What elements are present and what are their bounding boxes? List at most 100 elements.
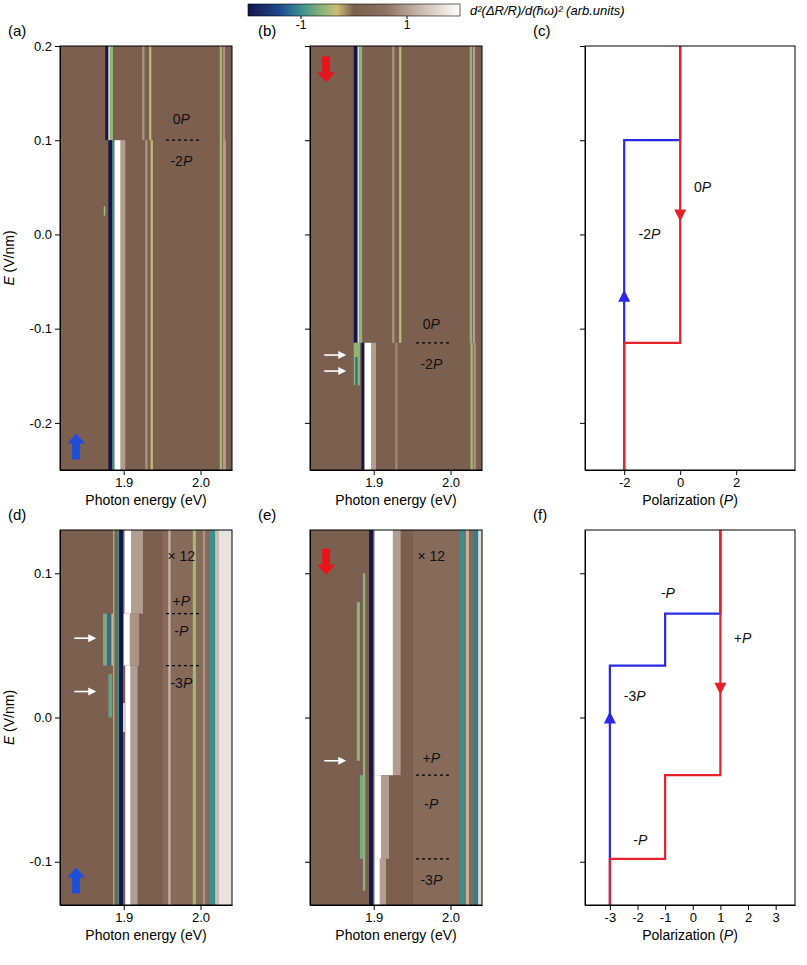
feature-arrow-head — [338, 757, 346, 765]
tick-label: 0.1 — [34, 566, 52, 581]
plot-area — [604, 530, 727, 905]
text-part: P — [702, 179, 712, 195]
tick: -2 — [619, 470, 631, 490]
heatmap-cell — [115, 140, 121, 470]
tick-mark — [305, 140, 310, 141]
feature-arrow — [324, 760, 340, 762]
text-part: 0 — [173, 111, 181, 127]
tick — [580, 718, 585, 719]
heatmap-background — [310, 46, 482, 470]
heatmap-cell — [108, 614, 111, 666]
heatmap-cell — [223, 140, 226, 470]
text-part: (V/nm) — [1, 230, 17, 276]
annotation: -2P — [639, 226, 661, 242]
annotation: 0P — [423, 316, 441, 332]
x-axis-title: Polarization (P) — [642, 492, 738, 508]
tick — [305, 718, 310, 719]
heatmap-cell — [223, 46, 225, 140]
heatmap-background — [60, 46, 232, 470]
panel-label: (b) — [258, 22, 276, 39]
heatmap-cell — [470, 343, 472, 470]
tick: 0.2 — [34, 39, 60, 54]
heatmap-cell — [108, 140, 112, 470]
y-axis — [580, 47, 586, 471]
heatmap-cell — [131, 666, 138, 905]
heatmap-cell — [220, 140, 222, 470]
tick-label: 1.9 — [115, 910, 133, 925]
feature-arrow — [324, 370, 340, 372]
figure: -11d²(ΔR/R)/d(ħω)² (arb.units)1.92.0-0.2… — [0, 0, 807, 965]
boundary-line — [166, 140, 201, 141]
plot-frame — [60, 46, 232, 470]
panel: 1.92.0× 12+P-P-3PPhoton energy (eV)(e) — [258, 506, 483, 943]
y-axis-title: E (V/nm) — [1, 230, 17, 285]
annotation: -3P — [170, 675, 192, 691]
text-part: Photon energy (eV) — [335, 492, 456, 508]
text-part: ) — [733, 492, 738, 508]
tick — [580, 423, 585, 424]
tick-label: -0.1 — [30, 321, 52, 336]
tick-label: 2.0 — [442, 475, 460, 490]
heatmap-cell — [163, 530, 232, 905]
x-axis: 1.92.0 — [311, 470, 483, 490]
heatmap-cell — [474, 530, 479, 905]
annotation: -2P — [170, 153, 192, 169]
feature-arrow-head — [338, 367, 346, 375]
text-part: (V/nm) — [1, 690, 17, 736]
text-part: 0 — [423, 316, 431, 332]
tick-label: -2 — [632, 910, 644, 925]
text-part: P — [183, 153, 193, 169]
tick: 2 — [745, 905, 752, 925]
heatmap-cell — [131, 530, 143, 614]
heatmap-cell — [395, 343, 397, 470]
y-axis-title: E (V/nm) — [1, 690, 17, 745]
tick — [305, 862, 310, 863]
text-part: P — [666, 585, 676, 601]
text-part: -2 — [639, 226, 652, 242]
tick-mark — [305, 46, 310, 47]
tick-label: 0.1 — [34, 133, 52, 148]
x-axis-title: Polarization (P) — [642, 927, 738, 943]
annotation: × 12 — [168, 548, 196, 564]
heatmap-cell — [112, 140, 114, 470]
heatmap-cell — [124, 614, 130, 666]
feature-arrow-head — [88, 634, 96, 642]
tick-label: -3 — [605, 910, 617, 925]
panel: 1.92.0-0.2-0.10.00.10.20P-2PPhoton energ… — [1, 22, 233, 508]
heatmap-cell — [219, 530, 232, 905]
tick — [580, 329, 585, 330]
text-part: P — [181, 111, 191, 127]
heatmap-cell — [358, 46, 360, 343]
y-axis — [305, 531, 311, 906]
plot-area — [60, 530, 232, 905]
tick — [580, 862, 585, 863]
direction-arrow — [604, 712, 616, 724]
tick — [580, 140, 585, 141]
axis-line — [311, 905, 483, 906]
heatmap-cell — [359, 46, 362, 343]
sweep-arrow — [67, 433, 85, 459]
tick-label: 0.2 — [34, 39, 52, 54]
text-part: P — [431, 316, 441, 332]
tick: -3 — [605, 905, 617, 925]
tick-mark — [55, 573, 60, 574]
heatmap-cell — [130, 614, 139, 666]
tick: 1.9 — [115, 905, 133, 925]
panel-label: (c) — [533, 22, 551, 39]
x-axis: 1.92.0 — [61, 470, 233, 490]
heatmap-cell — [113, 530, 115, 905]
text-part: Polarization ( — [642, 492, 724, 508]
heatmap-cell — [371, 343, 376, 470]
x-axis: -3-2-10123 — [586, 905, 796, 925]
tick-mark — [55, 862, 60, 863]
heatmap-cell — [380, 859, 386, 905]
heatmap-cell — [355, 357, 357, 385]
text-part: -3 — [420, 872, 433, 888]
colorbar-tick-label: -1 — [296, 18, 307, 32]
heatmap-cell — [142, 46, 144, 140]
axis-line — [310, 531, 311, 906]
heatmap-cell — [363, 573, 365, 890]
axis-line — [586, 905, 796, 906]
text-part: Photon energy (eV) — [85, 927, 206, 943]
tick-label: -0.2 — [30, 416, 52, 431]
